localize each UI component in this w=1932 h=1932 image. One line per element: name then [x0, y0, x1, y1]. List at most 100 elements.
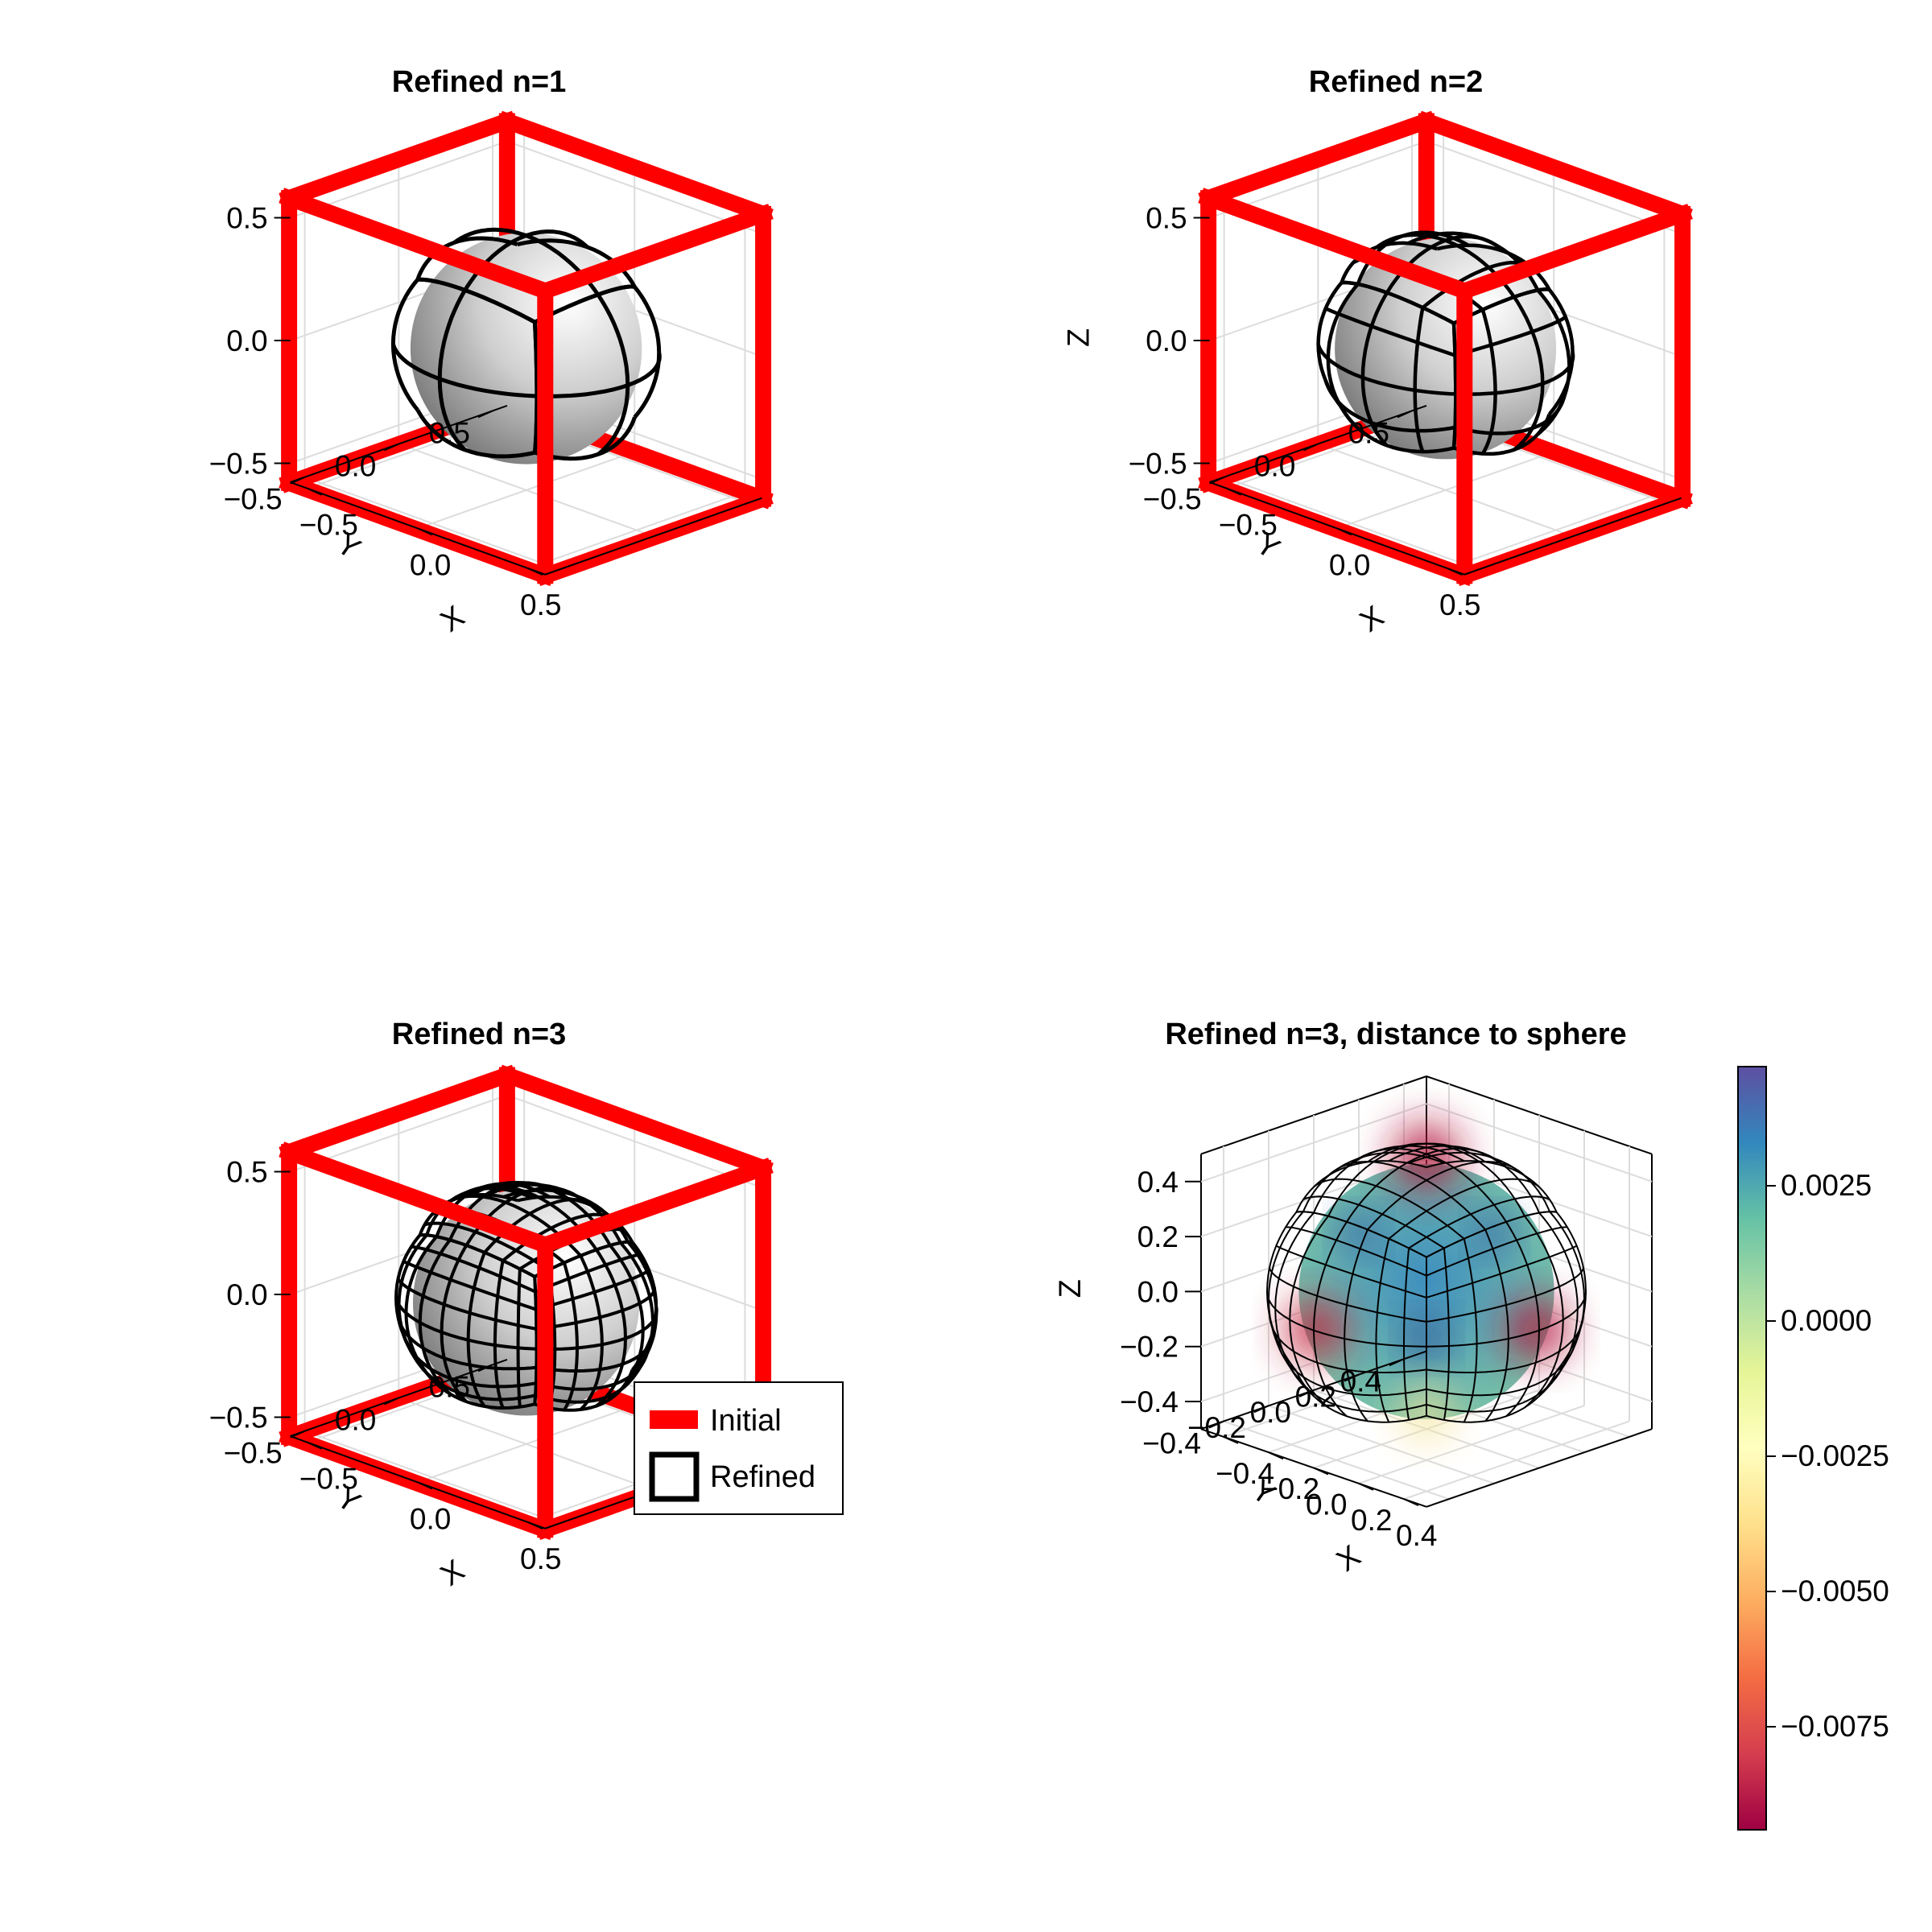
panel-title: Refined n=2	[1309, 65, 1483, 99]
grid-line	[1200, 1103, 1427, 1183]
mesh-edge	[1286, 1226, 1427, 1277]
legend: Initial Refined	[634, 1381, 844, 1515]
y-tick-label: 0.0	[335, 1403, 376, 1436]
z-tick-labels: −0.5 0.0 0.5	[209, 1156, 268, 1435]
mesh-edge	[535, 1268, 650, 1311]
colorbar-tick-label: 0.0000	[1781, 1304, 1872, 1337]
distance-hotspot	[1505, 1298, 1569, 1361]
panel-refined-n3: Refined n=3 −0.5 0.0 0.5 −0.5 0.0 0.5 −0…	[209, 1018, 844, 1593]
x-tick	[527, 1521, 543, 1530]
mesh-edge	[1346, 1148, 1507, 1223]
mesh-edge	[1426, 1211, 1557, 1258]
mesh-edge	[1275, 1245, 1427, 1298]
x-tick	[1313, 1467, 1329, 1476]
mesh-edge	[1403, 1248, 1410, 1421]
box-edge	[1209, 405, 1427, 483]
cube-edge	[535, 488, 774, 586]
distance-colored-mesh	[1266, 1122, 1587, 1440]
z-tick-label: 0.4	[1137, 1166, 1179, 1199]
cube-edge	[1416, 110, 1693, 225]
mesh-edge	[1451, 323, 1458, 448]
mesh-edge	[1408, 1195, 1550, 1249]
x-tick	[1358, 1482, 1374, 1491]
colorbar-tick-label: 0.0025	[1781, 1169, 1872, 1202]
cube-edge	[279, 1064, 518, 1162]
grid-line	[398, 443, 654, 538]
mesh-edge	[1455, 352, 1575, 396]
mesh-edge	[1484, 1229, 1509, 1422]
box-edge	[1463, 497, 1682, 576]
y-tick	[383, 1397, 399, 1406]
x-tick	[1336, 527, 1352, 536]
mesh-edge	[1324, 307, 1456, 357]
y-tick-label: −0.5	[224, 1437, 283, 1470]
cube-edge	[1454, 204, 1693, 302]
distance-hotspot	[1284, 1298, 1348, 1361]
x-axis-label: X	[1331, 1539, 1367, 1579]
x-tick	[1226, 487, 1242, 496]
mesh-edge	[1375, 1238, 1390, 1423]
box-edge	[1426, 1428, 1653, 1508]
mesh-edge	[493, 1260, 505, 1409]
z-tick-label: −0.5	[209, 1402, 268, 1435]
mesh-edge	[534, 1240, 633, 1278]
colorbar-gradient	[1737, 1066, 1767, 1831]
y-tick-label: 0.2	[1295, 1381, 1336, 1414]
z-axis-label: Z	[1054, 1279, 1088, 1298]
mesh-edge	[1426, 1267, 1584, 1323]
y-tick-label: −0.5	[1143, 483, 1202, 516]
colorbar-tick-label: −0.0050	[1781, 1575, 1889, 1608]
grid-line	[1426, 1103, 1653, 1183]
x-tick-label: 0.0	[410, 548, 451, 581]
mesh-edge	[1367, 1161, 1525, 1231]
mesh-edge	[1266, 1291, 1427, 1348]
x-tick-label: 0.2	[1351, 1504, 1392, 1537]
panel-refined-n2: Refined n=2 −0.5 0.0 0.5 −0.5 0.0 0.5 −0…	[1063, 65, 1693, 639]
cube-edge	[535, 204, 774, 302]
x-axis-label: X	[435, 1554, 471, 1593]
mesh-edge	[411, 1245, 536, 1294]
cube-edge	[279, 1141, 556, 1256]
y-tick	[290, 476, 306, 485]
y-tick	[1298, 1389, 1315, 1397]
y-tick-labels: −0.5 0.0 0.5	[224, 416, 470, 515]
mesh-edge	[396, 1278, 537, 1331]
distance-hotspot	[1476, 1214, 1513, 1251]
mesh-edge	[579, 1255, 604, 1411]
cube-edge	[1454, 488, 1693, 586]
mesh-edge	[417, 277, 536, 324]
z-tick-label: 0.2	[1137, 1220, 1179, 1253]
x-tick-label: 0.5	[1439, 588, 1480, 621]
z-axis-label: Z	[1063, 328, 1096, 347]
mesh-edge	[1388, 1178, 1540, 1240]
panel-title: Refined n=3, distance to sphere	[1165, 1018, 1626, 1051]
z-tick-labels: −0.5 0.0 0.5	[209, 202, 268, 481]
grid-line	[1317, 443, 1574, 538]
x-tick-labels: −0.5 0.0 0.5	[1219, 509, 1481, 621]
y-tick	[477, 1364, 493, 1373]
mesh-edge	[1327, 1161, 1486, 1231]
cube-edge	[279, 110, 518, 208]
x-tick-labels: −0.5 0.0 0.5	[299, 1463, 562, 1575]
grid-line	[1447, 491, 1665, 570]
y-tick-label: 0.5	[429, 1370, 470, 1403]
grid-line	[1358, 1405, 1585, 1484]
grid-lines	[1200, 1084, 1653, 1501]
grid-line	[398, 1397, 654, 1492]
mesh-edge	[532, 322, 539, 453]
legend-label-initial: Initial	[710, 1404, 782, 1438]
tick-marks	[274, 1170, 543, 1530]
mesh-edge	[1316, 343, 1456, 396]
distance-hotspot	[1340, 1214, 1377, 1251]
y-tick	[1397, 410, 1413, 419]
mesh-edge	[535, 1253, 642, 1294]
grid-line	[506, 140, 762, 235]
mesh-edge	[391, 343, 538, 398]
y-tick-label: 0.4	[1340, 1364, 1381, 1397]
mesh-edge	[534, 284, 636, 324]
mesh-edge	[1426, 1245, 1578, 1298]
y-tick-label: 0.0	[1254, 449, 1295, 482]
mesh-edge	[466, 1252, 486, 1408]
cube-edge	[1198, 188, 1476, 302]
y-tick-label: 0.5	[429, 416, 470, 449]
